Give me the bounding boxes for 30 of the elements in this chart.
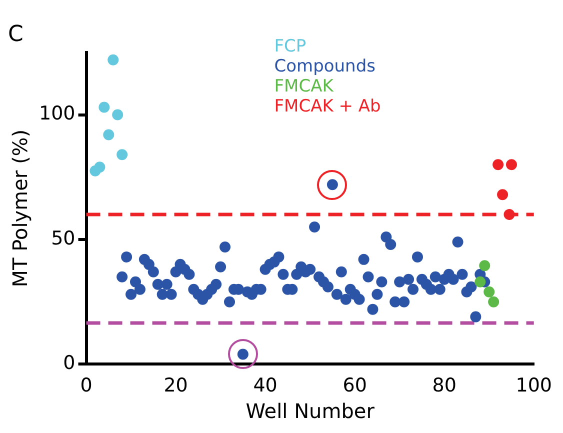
y-tick-label: 0 <box>63 352 76 374</box>
point <box>492 159 504 170</box>
point <box>479 260 490 272</box>
text: FMCAK <box>274 76 334 96</box>
y-axis-title: MT Polymer (%) <box>8 129 32 288</box>
x-axis-title: Well Number <box>246 399 376 424</box>
point <box>94 162 106 173</box>
y-tick-label: 50 <box>51 227 76 250</box>
point <box>488 296 500 308</box>
text: FMCAK + Ab <box>274 96 381 116</box>
point <box>504 209 515 220</box>
chart-title: C <box>8 22 24 47</box>
point <box>98 102 110 113</box>
x-tick-label: 60 <box>342 374 367 397</box>
text: Compounds <box>274 56 376 76</box>
point <box>497 189 508 200</box>
point <box>112 109 124 120</box>
point <box>108 54 119 66</box>
x-tick-label: 40 <box>253 374 278 397</box>
x-tick-label: 100 <box>516 374 552 397</box>
x-tick-label: 80 <box>432 374 456 397</box>
x-tick-label: 0 <box>80 374 92 397</box>
text: FCP <box>274 36 306 56</box>
point <box>484 286 495 298</box>
point <box>116 149 128 160</box>
x-tick-label: 20 <box>164 374 188 397</box>
point <box>474 276 486 288</box>
y-tick-label: 100 <box>39 102 76 125</box>
point <box>103 129 114 140</box>
point <box>506 159 517 170</box>
